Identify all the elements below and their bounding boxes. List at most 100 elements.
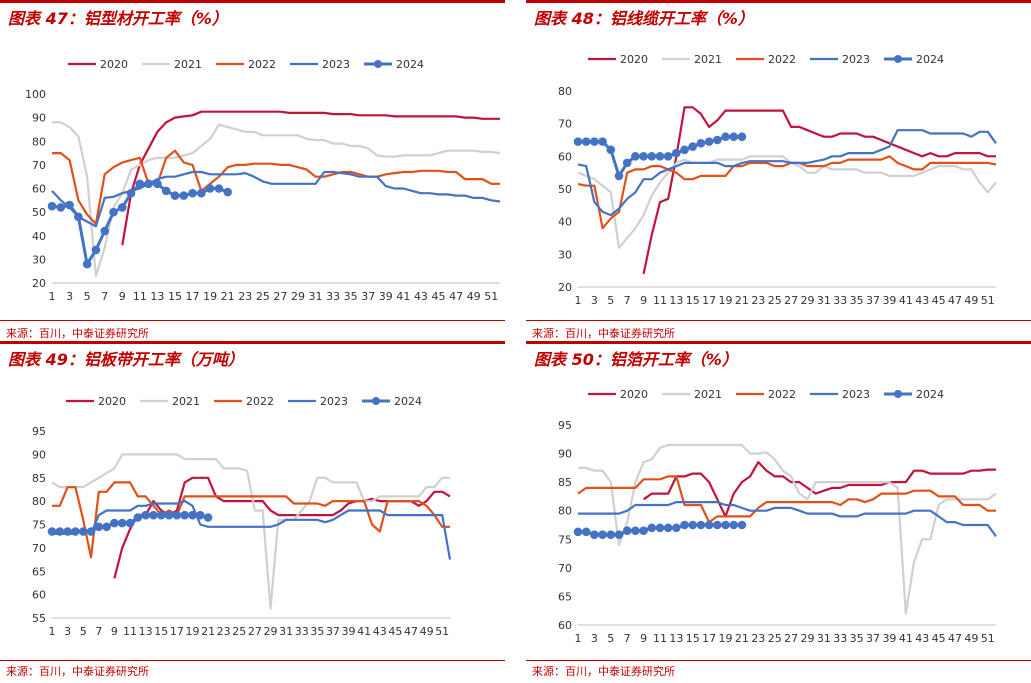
- chart-panel-49: 图表 49：铝板带开工率（万吨） 55 60 65 70 75 80 85 90 95 1 3 5 7 9…: [0, 341, 505, 683]
- x-tick-label: 51: [484, 290, 498, 303]
- panel-top-rule: [526, 341, 1031, 344]
- data-point-2024: [135, 179, 145, 189]
- y-tick-label: 60: [32, 183, 46, 196]
- legend-label: 2023: [320, 395, 348, 408]
- data-point-2024: [94, 522, 104, 532]
- x-tick-label: 33: [326, 290, 340, 303]
- y-tick-label: 90: [32, 112, 46, 125]
- x-tick-label: 35: [344, 290, 358, 303]
- x-tick-label: 25: [768, 294, 782, 307]
- data-point-2024: [164, 510, 174, 520]
- x-tick-label: 3: [64, 625, 71, 638]
- legend-label: 2021: [174, 58, 202, 71]
- x-tick-label: 7: [101, 290, 108, 303]
- y-tick-label: 60: [558, 619, 572, 632]
- legend-label: 2022: [248, 58, 276, 71]
- data-point-2024: [195, 510, 205, 520]
- data-point-2024: [713, 520, 722, 530]
- legend-label: 2022: [246, 395, 274, 408]
- data-point-2024: [655, 523, 665, 533]
- x-tick-label: 15: [686, 294, 700, 307]
- panel-bottom-rule: [0, 320, 505, 321]
- data-point-2024: [117, 203, 127, 212]
- x-tick-label: 5: [80, 625, 87, 638]
- legend-label: 2022: [768, 53, 796, 66]
- x-tick-label: 41: [396, 290, 410, 303]
- x-tick-label: 39: [882, 294, 896, 307]
- x-tick-label: 45: [932, 294, 946, 307]
- legend-marker: [372, 397, 380, 405]
- legend-marker: [374, 60, 382, 68]
- y-tick-label: 40: [32, 230, 46, 243]
- x-tick-label: 27: [784, 294, 798, 307]
- x-tick-label: 51: [981, 294, 995, 307]
- x-tick-label: 23: [217, 625, 231, 638]
- x-tick-label: 33: [295, 625, 309, 638]
- data-point-2024: [65, 200, 74, 210]
- x-tick-label: 27: [248, 625, 262, 638]
- data-point-2024: [729, 132, 739, 142]
- y-tick-label: 70: [558, 118, 572, 131]
- data-point-2024: [721, 132, 730, 142]
- series-line-2023: [577, 129, 997, 217]
- y-tick-label: 65: [558, 590, 572, 603]
- x-tick-label: 45: [388, 625, 402, 638]
- data-point-2024: [117, 518, 127, 528]
- data-point-2024: [161, 186, 171, 196]
- data-point-2024: [598, 137, 607, 146]
- x-tick-label: 15: [154, 625, 168, 638]
- y-tick-label: 20: [558, 281, 572, 294]
- x-tick-label: 37: [866, 632, 880, 645]
- chart-title: 图表 50：铝箔开工率（%）: [534, 350, 738, 369]
- x-tick-label: 7: [624, 294, 631, 307]
- data-point-2024: [203, 513, 213, 522]
- source-note: 来源：百川，中泰证券研究所: [532, 665, 675, 678]
- data-point-2024: [696, 520, 706, 530]
- series-line-2023: [52, 500, 452, 560]
- data-point-2024: [223, 187, 232, 197]
- data-point-2024: [179, 191, 189, 200]
- x-tick-label: 9: [119, 290, 126, 303]
- data-point-2024: [109, 207, 118, 217]
- data-point-2024: [47, 527, 57, 536]
- x-tick-label: 19: [719, 294, 733, 307]
- y-tick-label: 90: [32, 448, 46, 461]
- data-point-2024: [622, 526, 632, 536]
- data-point-2024: [590, 530, 599, 540]
- chart-title: 图表 48：铝线缆开工率（%）: [534, 9, 754, 28]
- data-point-2024: [704, 520, 714, 530]
- y-tick-label: 50: [32, 206, 46, 219]
- legend-label: 2024: [916, 388, 944, 401]
- x-tick-label: 3: [66, 290, 73, 303]
- data-point-2024: [188, 510, 197, 520]
- data-point-2024: [126, 188, 136, 198]
- panel-top-rule: [0, 0, 505, 3]
- y-tick-label: 65: [32, 565, 46, 578]
- x-tick-label: 1: [49, 625, 56, 638]
- x-tick-label: 19: [719, 632, 733, 645]
- data-point-2024: [729, 520, 739, 530]
- legend-marker: [894, 390, 902, 398]
- data-point-2024: [581, 527, 591, 537]
- data-point-2024: [197, 188, 206, 198]
- chart-panel-50: 图表 50：铝箔开工率（%） 60 65 70 75 80 85 90 95 1 3 5 7 9 11 13…: [526, 341, 1031, 683]
- x-tick-label: 21: [221, 290, 235, 303]
- series-line-2021: [578, 443, 997, 615]
- data-point-2024: [47, 201, 57, 211]
- data-point-2024: [100, 226, 110, 236]
- y-tick-label: 85: [558, 476, 572, 489]
- x-tick-label: 7: [624, 632, 631, 645]
- data-point-2024: [688, 520, 698, 530]
- x-tick-label: 47: [948, 294, 962, 307]
- data-point-2024: [622, 158, 632, 168]
- data-point-2024: [133, 513, 143, 522]
- legend-label: 2024: [916, 53, 944, 66]
- x-tick-label: 13: [139, 625, 153, 638]
- x-tick-label: 41: [899, 294, 913, 307]
- panel-bottom-rule: [0, 660, 505, 661]
- panel-top-rule: [526, 0, 1031, 3]
- data-point-2024: [141, 510, 150, 520]
- x-tick-label: 47: [404, 625, 418, 638]
